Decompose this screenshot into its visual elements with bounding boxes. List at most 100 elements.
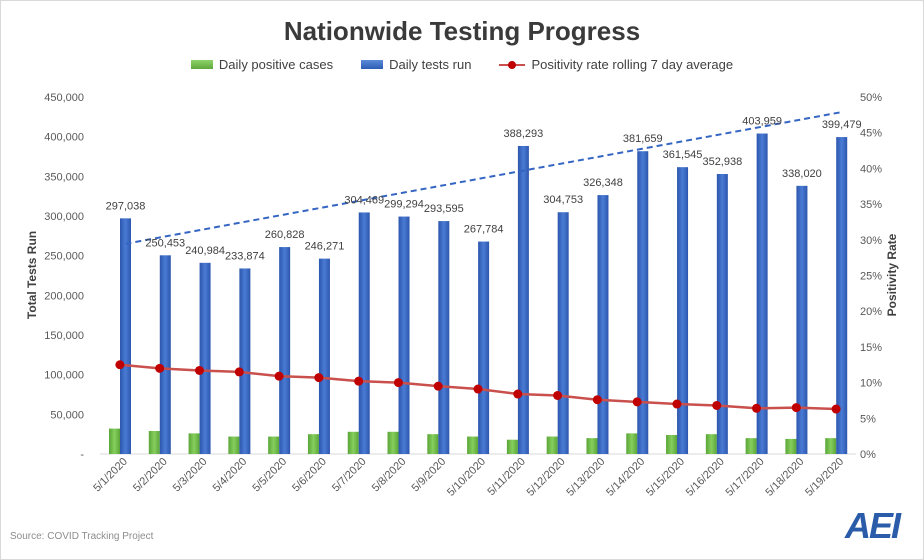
x-tick-label: 5/13/2020 — [564, 456, 607, 499]
y2-tick-label: 25% — [860, 271, 882, 283]
x-tick-label: 5/15/2020 — [644, 456, 687, 499]
source-note: Source: COVID Tracking Project — [10, 531, 154, 542]
y2-axis-title: Positivity Rate — [885, 233, 899, 316]
legend-swatch-tests-run — [361, 60, 384, 69]
chart-title: Nationwide Testing Progress — [283, 16, 641, 46]
point-positivity-rate — [791, 403, 801, 413]
x-tick-label: 5/12/2020 — [525, 456, 568, 499]
y-tick-label: - — [80, 449, 84, 461]
y2-tick-label: 10% — [860, 378, 882, 390]
x-tick-label: 5/5/2020 — [250, 456, 289, 495]
point-positivity-rate — [592, 395, 602, 405]
point-positivity-rate — [314, 373, 324, 383]
point-positivity-rate — [632, 397, 642, 407]
bar-tests-run — [677, 167, 689, 454]
x-tick-label: 5/6/2020 — [290, 456, 329, 495]
y-axis-title: Total Tests Run — [25, 231, 39, 319]
bar-positive-cases — [387, 431, 399, 454]
bar-tests-run — [597, 195, 609, 454]
bar-tests-run — [716, 174, 728, 455]
point-positivity-rate — [194, 365, 204, 375]
x-tick-label: 5/4/2020 — [211, 456, 250, 495]
trendline-tests-run — [125, 111, 842, 245]
data-label-tests-run: 352,938 — [702, 156, 742, 168]
bar-positive-cases — [148, 430, 160, 454]
y2-tick-label: 0% — [860, 449, 876, 461]
x-tick-label: 5/10/2020 — [445, 456, 488, 499]
bar-tests-run — [159, 255, 171, 454]
y-tick-label: 50,000 — [50, 409, 84, 421]
data-label-tests-run: 381,659 — [623, 133, 663, 145]
bar-positive-cases — [705, 434, 717, 454]
bar-tests-run — [199, 262, 211, 454]
data-label-tests-run: 267,784 — [464, 224, 504, 236]
data-label-tests-run: 338,020 — [782, 168, 822, 180]
bar-tests-run — [796, 185, 808, 454]
bar-positive-cases — [546, 436, 558, 454]
y-tick-label: 200,000 — [44, 290, 84, 302]
y-tick-label: 300,000 — [44, 211, 84, 223]
point-positivity-rate — [274, 371, 284, 381]
legend-item-positive-cases: Daily positive cases — [190, 57, 334, 72]
y-tick-label: 250,000 — [44, 251, 84, 263]
point-positivity-rate — [712, 400, 722, 410]
legend-item-positivity-rate: Positivity rate rolling 7 day average — [499, 57, 733, 72]
bar-tests-run — [756, 133, 768, 454]
x-tick-label: 5/1/2020 — [91, 456, 130, 495]
data-label-tests-run: 246,271 — [305, 241, 345, 253]
data-label-tests-run: 233,874 — [225, 250, 265, 262]
bar-tests-run — [318, 258, 330, 454]
bar-positive-cases — [626, 433, 638, 454]
data-label-tests-run: 399,479 — [822, 119, 862, 131]
data-label-tests-run: 240,984 — [185, 245, 225, 257]
point-positivity-rate — [553, 390, 563, 400]
bar-tests-run — [398, 216, 410, 454]
bar-tests-run — [637, 151, 649, 454]
legend: Daily positive cases Daily tests run Pos… — [0, 57, 924, 72]
y2-tick-label: 20% — [860, 306, 882, 318]
x-tick-label: 5/14/2020 — [604, 456, 647, 499]
point-positivity-rate — [831, 404, 841, 414]
y2-tick-label: 40% — [860, 163, 882, 175]
bar-positive-cases — [586, 438, 598, 454]
y-tick-label: 150,000 — [44, 330, 84, 342]
point-positivity-rate — [115, 360, 125, 370]
data-label-tests-run: 260,828 — [265, 229, 305, 241]
point-positivity-rate — [234, 367, 244, 377]
data-label-tests-run: 304,753 — [543, 194, 583, 206]
bar-positive-cases — [307, 434, 319, 454]
y2-tick-label: 30% — [860, 235, 882, 247]
bar-tests-run — [358, 212, 370, 454]
bar-positive-cases — [109, 428, 120, 454]
y2-tick-label: 5% — [860, 413, 876, 425]
x-tick-label: 5/16/2020 — [684, 456, 727, 499]
point-positivity-rate — [155, 363, 165, 373]
aei-logo: AEI — [845, 505, 901, 546]
bar-positive-cases — [785, 438, 797, 454]
y2-tick-label: 15% — [860, 342, 882, 354]
bar-positive-cases — [228, 436, 240, 454]
point-positivity-rate — [393, 378, 403, 388]
legend-label-positivity-rate: Positivity rate rolling 7 day average — [531, 57, 734, 72]
x-tick-label: 5/19/2020 — [803, 456, 846, 499]
bar-tests-run — [836, 137, 848, 454]
point-positivity-rate — [672, 399, 682, 409]
point-positivity-rate — [513, 389, 523, 399]
y-tick-label: 450,000 — [44, 92, 84, 104]
bar-positive-cases — [268, 436, 280, 454]
point-positivity-rate — [354, 376, 364, 386]
point-positivity-rate — [433, 381, 443, 391]
point-positivity-rate — [752, 403, 762, 413]
data-label-tests-run: 304,469 — [344, 194, 384, 206]
data-label-tests-run: 299,294 — [384, 199, 424, 211]
legend-label-tests-run: Daily tests run — [389, 57, 472, 72]
y-tick-label: 100,000 — [44, 370, 84, 382]
bar-tests-run — [239, 268, 251, 454]
x-tick-label: 5/3/2020 — [171, 456, 210, 495]
bar-tests-run — [478, 241, 490, 454]
y2-tick-label: 50% — [860, 92, 882, 104]
data-label-tests-run: 361,545 — [663, 149, 703, 161]
legend-label-positive-cases: Daily positive cases — [218, 57, 334, 72]
bar-positive-cases — [427, 434, 439, 454]
